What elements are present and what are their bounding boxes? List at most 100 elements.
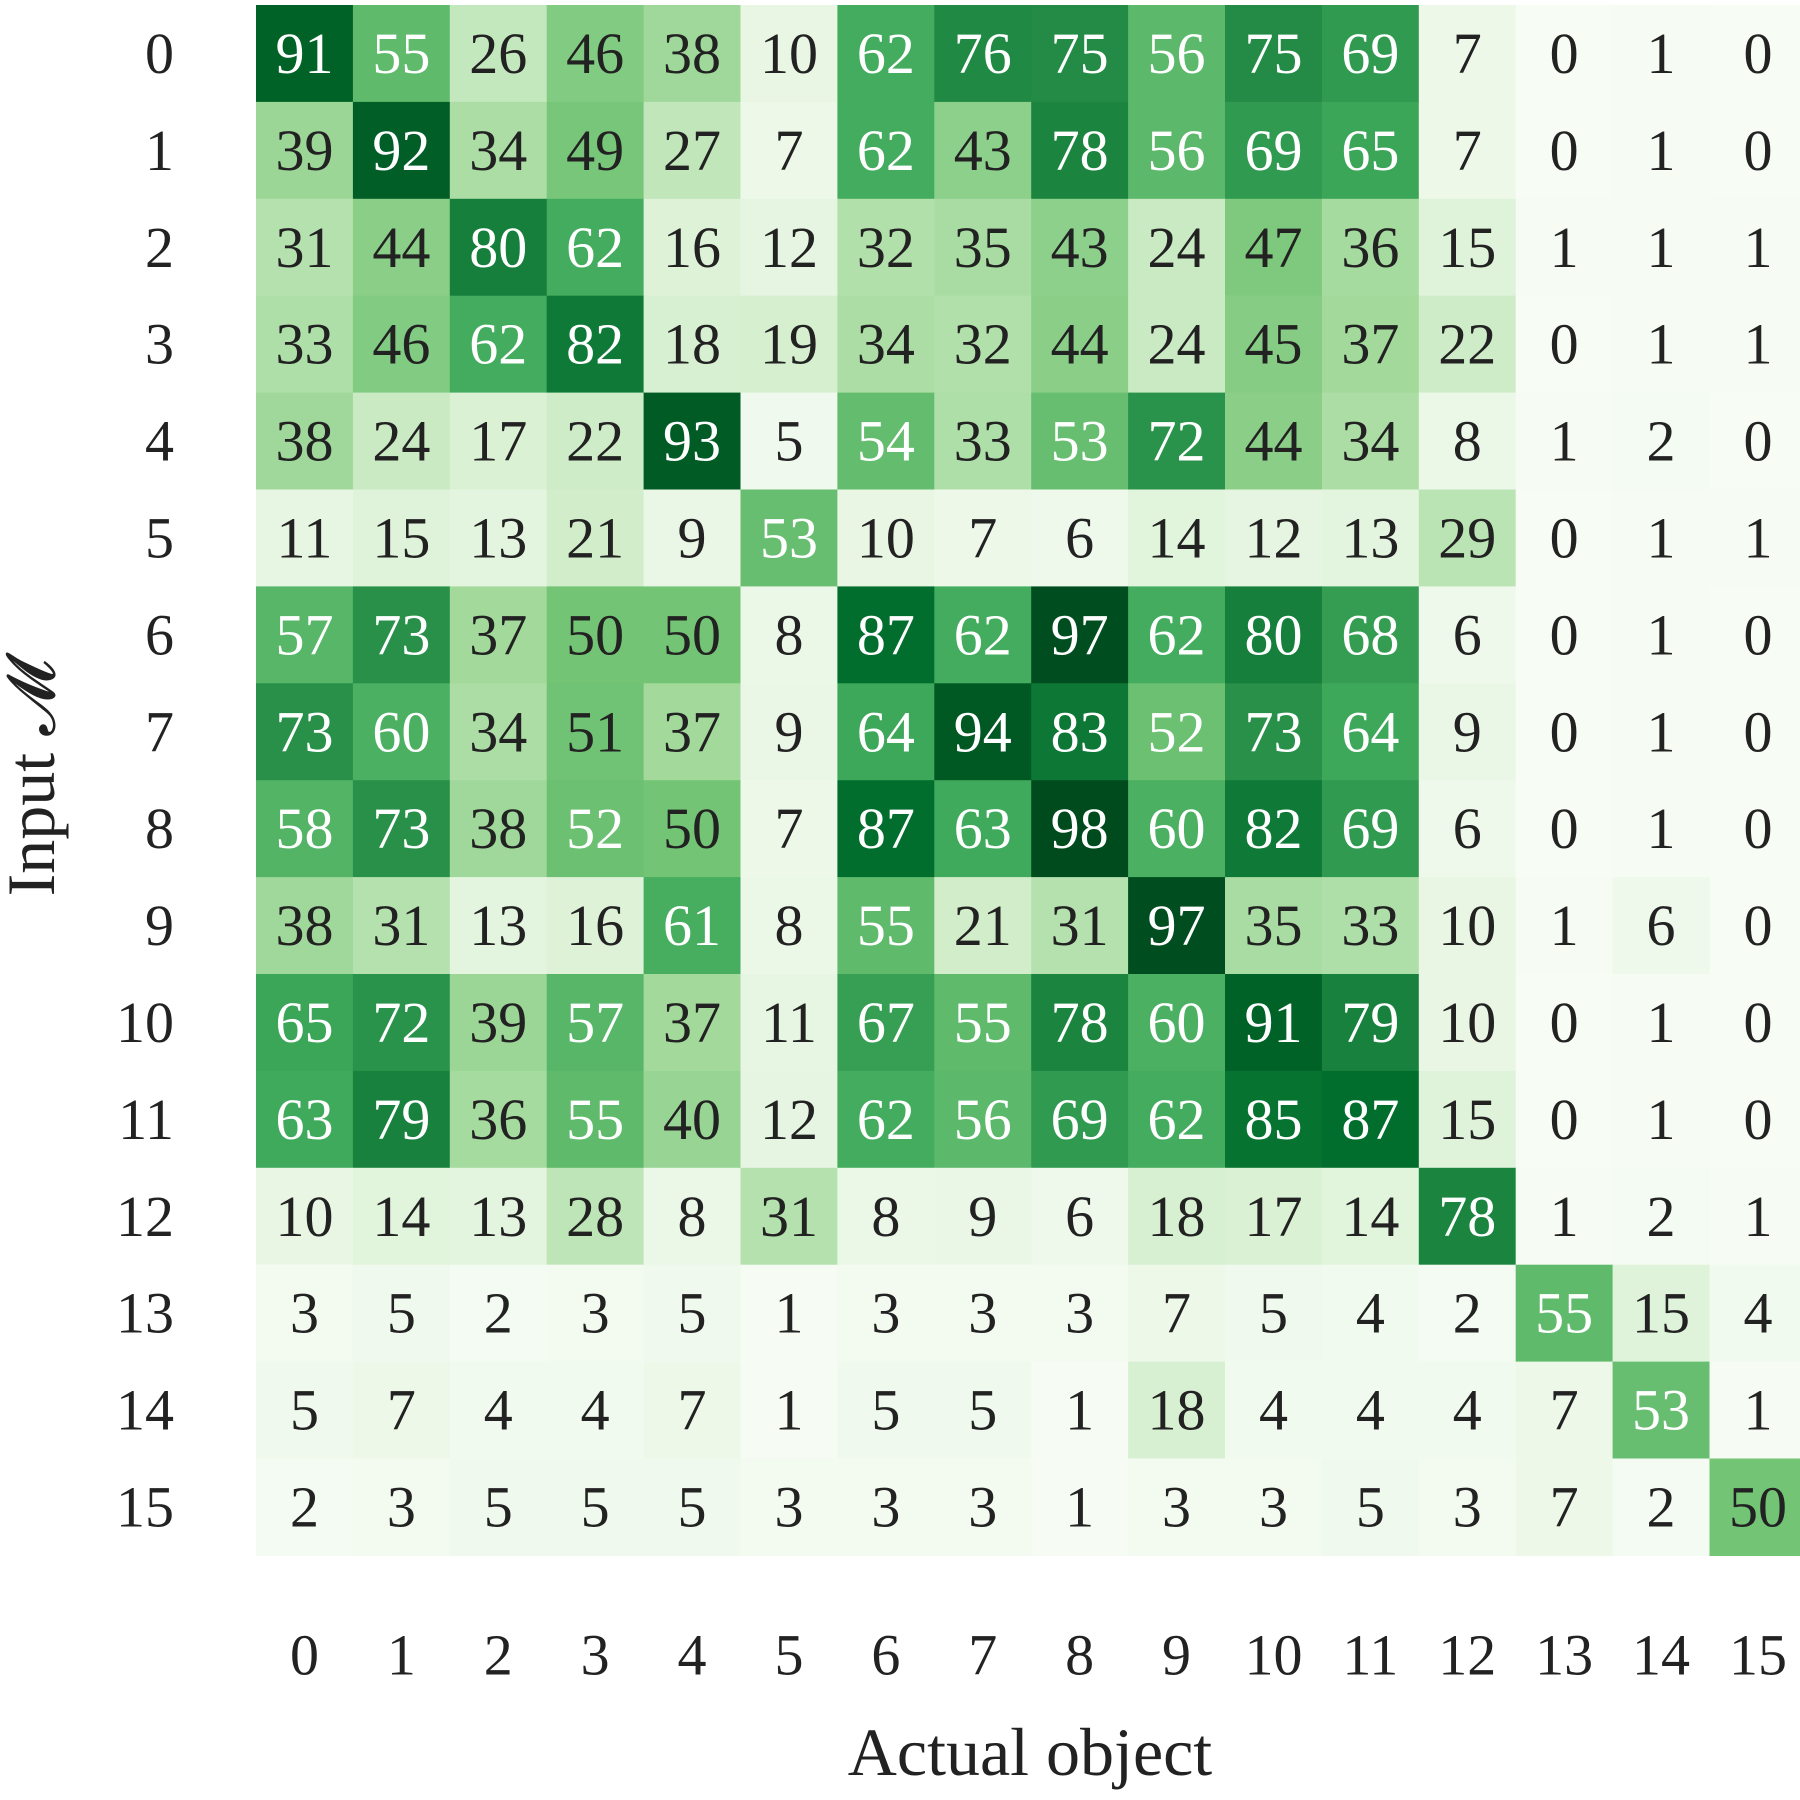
heatmap-cell-value: 40 <box>663 1087 721 1152</box>
heatmap-cell-value: 2 <box>290 1474 319 1539</box>
heatmap-cell <box>1128 1264 1226 1363</box>
y-tick-label: 3 <box>145 312 174 377</box>
heatmap-cell <box>1031 974 1129 1072</box>
heatmap-cell <box>837 5 935 103</box>
heatmap-cell-value: 79 <box>372 1087 430 1152</box>
heatmap-cell <box>740 780 838 878</box>
heatmap-cell-value: 73 <box>372 602 430 667</box>
heatmap-cell-value: 56 <box>1148 118 1206 183</box>
heatmap-cell <box>1321 683 1420 781</box>
heatmap-cell-value: 0 <box>1743 602 1772 667</box>
heatmap-cell-value: 1 <box>1647 215 1676 280</box>
heatmap-cell <box>1031 1458 1129 1556</box>
heatmap-cell-value: 3 <box>1259 1474 1288 1539</box>
heatmap-cell <box>1225 101 1323 200</box>
heatmap-cell <box>1612 877 1711 975</box>
heatmap-cell <box>449 1070 548 1169</box>
x-tick-labels: 0 1 2 3 4 5 6 7 8 9 10 11 12 13 14 15 <box>290 1623 1787 1688</box>
heatmap-cell <box>1709 5 1800 103</box>
heatmap-cell-value: 28 <box>566 1184 624 1249</box>
heatmap-cell <box>449 1458 548 1556</box>
heatmap-cell-value: 43 <box>954 118 1012 183</box>
heatmap-cell <box>1128 1167 1226 1266</box>
heatmap-cell-value: 0 <box>1743 1087 1772 1152</box>
heatmap-cell <box>1709 101 1800 200</box>
y-tick-label: 7 <box>145 699 174 764</box>
heatmap-cell-value: 60 <box>372 699 430 764</box>
heatmap-cell <box>1515 974 1614 1072</box>
heatmap-cell-value: 62 <box>954 602 1012 667</box>
heatmap-cell-value: 39 <box>275 118 333 183</box>
heatmap-cell <box>837 877 935 975</box>
heatmap-cell-value: 10 <box>275 1184 333 1249</box>
heatmap-cell <box>1612 1167 1711 1266</box>
heatmap-cell-value: 31 <box>1051 893 1109 958</box>
heatmap-cell <box>643 974 742 1072</box>
heatmap-cell <box>740 1070 838 1169</box>
heatmap-cell <box>546 1458 645 1556</box>
heatmap-cell-value: 52 <box>1148 699 1206 764</box>
heatmap-cell-value: 39 <box>469 990 527 1055</box>
heatmap-cell-value: 0 <box>1550 990 1579 1055</box>
x-tick-label: 15 <box>1729 1623 1787 1688</box>
heatmap-cell-value: 69 <box>1341 796 1399 861</box>
heatmap-cell-value: 16 <box>566 893 624 958</box>
heatmap-cell <box>449 683 548 781</box>
heatmap-cell-value: 56 <box>954 1087 1012 1152</box>
heatmap-cell <box>1031 1167 1129 1266</box>
heatmap-cell-value: 1 <box>1647 312 1676 377</box>
heatmap-cell-value: 98 <box>1051 796 1109 861</box>
y-axis-label: Input 𝓜 <box>0 652 69 897</box>
heatmap-cell-value: 6 <box>1065 505 1094 570</box>
heatmap-cell-value: 0 <box>1550 602 1579 667</box>
heatmap-cell-value: 6 <box>1453 602 1482 667</box>
heatmap-cell <box>449 586 548 684</box>
heatmap-cell <box>934 392 1032 491</box>
heatmap-cell-value: 1 <box>1743 1184 1772 1249</box>
heatmap-cell-value: 91 <box>275 21 333 86</box>
heatmap-cell-value: 55 <box>857 893 915 958</box>
heatmap-cell-value: 34 <box>469 699 527 764</box>
heatmap-cell-value: 33 <box>275 312 333 377</box>
heatmap-cell <box>449 877 548 975</box>
heatmap-cell <box>1225 1264 1323 1363</box>
heatmap-cell <box>1128 1458 1226 1556</box>
heatmap-cell <box>1418 101 1517 200</box>
heatmap-cell <box>1612 586 1711 684</box>
heatmap-cell <box>1418 5 1517 103</box>
heatmap-cell-value: 36 <box>469 1087 527 1152</box>
y-tick-label: 10 <box>116 990 174 1055</box>
heatmap-cell-value: 7 <box>1453 21 1482 86</box>
heatmap-cell-value: 0 <box>1550 312 1579 377</box>
heatmap-cell-value: 78 <box>1438 1184 1496 1249</box>
heatmap-cell-value: 24 <box>1148 312 1206 377</box>
x-axis-label: Actual object <box>848 1714 1213 1790</box>
heatmap-cell-value: 64 <box>1341 699 1399 764</box>
heatmap-cell <box>1709 683 1800 781</box>
heatmap-cell <box>740 1167 838 1266</box>
heatmap-cell-value: 65 <box>1341 118 1399 183</box>
heatmap-cell <box>1321 295 1420 394</box>
heatmap-cell <box>643 877 742 975</box>
heatmap-cell-value: 62 <box>857 1087 915 1152</box>
heatmap-cell-value: 54 <box>857 409 915 474</box>
heatmap-cell-value: 57 <box>566 990 624 1055</box>
heatmap-cell <box>256 1167 354 1266</box>
heatmap-cell-value: 51 <box>566 699 624 764</box>
heatmap-cell <box>1612 295 1711 394</box>
heatmap-cell-value: 15 <box>1632 1281 1690 1346</box>
heatmap-cell <box>837 101 935 200</box>
heatmap-cell <box>740 101 838 200</box>
heatmap-cell-value: 47 <box>1244 215 1302 280</box>
heatmap-cell <box>837 392 935 491</box>
heatmap-cell <box>837 198 935 297</box>
heatmap-cell <box>1418 780 1517 878</box>
heatmap-cell-value: 62 <box>857 21 915 86</box>
heatmap-cell <box>1709 1070 1800 1169</box>
y-tick-label: 12 <box>116 1184 174 1249</box>
heatmap-cell <box>256 586 354 684</box>
heatmap-cell-value: 75 <box>1244 21 1302 86</box>
heatmap-cell-value: 34 <box>1341 409 1399 474</box>
heatmap-cell <box>1709 392 1800 491</box>
heatmap-cell <box>546 780 645 878</box>
